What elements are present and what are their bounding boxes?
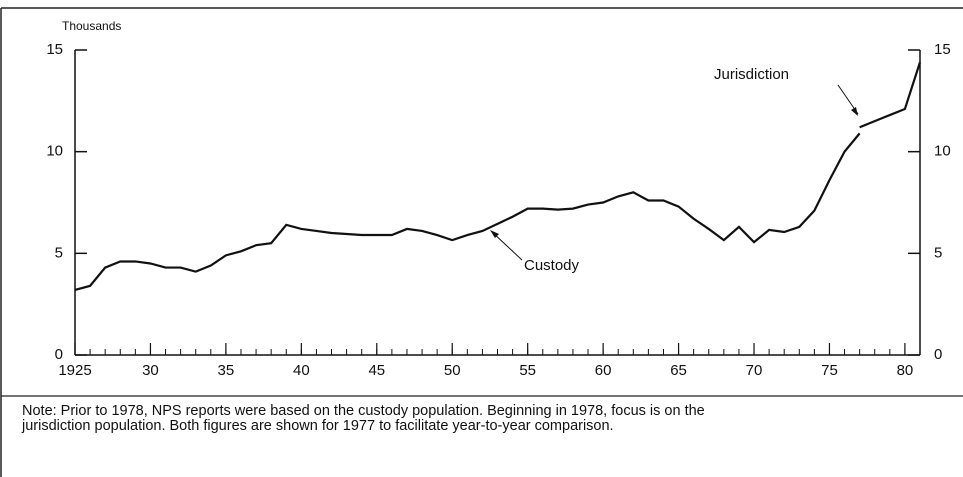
y2-tick-label: 5 bbox=[934, 244, 942, 261]
data-line bbox=[859, 61, 922, 129]
arrowhead bbox=[490, 230, 499, 238]
x-tick-label: 60 bbox=[595, 362, 612, 379]
annotation-arrow bbox=[491, 231, 523, 261]
x-tick-label: 70 bbox=[746, 362, 763, 379]
annotation: Custody bbox=[524, 257, 580, 274]
x-tick-label: 65 bbox=[670, 362, 687, 379]
x-tick-label: 80 bbox=[897, 362, 914, 379]
y-tick-label: 5 bbox=[55, 244, 63, 261]
x-tick-label: 45 bbox=[368, 362, 385, 379]
note: Note: Prior to 1978, NPS reports were ba… bbox=[22, 403, 705, 434]
x-tick-label: 35 bbox=[218, 362, 235, 379]
data-line bbox=[74, 132, 861, 291]
x-tick-label: 30 bbox=[142, 362, 159, 379]
arrowhead bbox=[851, 107, 858, 116]
x-tick-label: 1925 bbox=[58, 362, 91, 379]
unit-label: Thousands bbox=[62, 19, 121, 33]
x-tick-label: 55 bbox=[519, 362, 536, 379]
annotation: Jurisdiction bbox=[714, 66, 789, 83]
y2-tick-label: 10 bbox=[934, 143, 951, 160]
x-tick-label: 75 bbox=[821, 362, 838, 379]
x-tick-label: 50 bbox=[444, 362, 461, 379]
y-tick-label: 0 bbox=[55, 346, 63, 363]
y-tick-label: 15 bbox=[46, 41, 63, 58]
y2-tick-label: 0 bbox=[934, 346, 942, 363]
y-tick-label: 10 bbox=[46, 143, 63, 160]
x-tick-label: 40 bbox=[293, 362, 310, 379]
y2-tick-label: 15 bbox=[934, 41, 951, 58]
